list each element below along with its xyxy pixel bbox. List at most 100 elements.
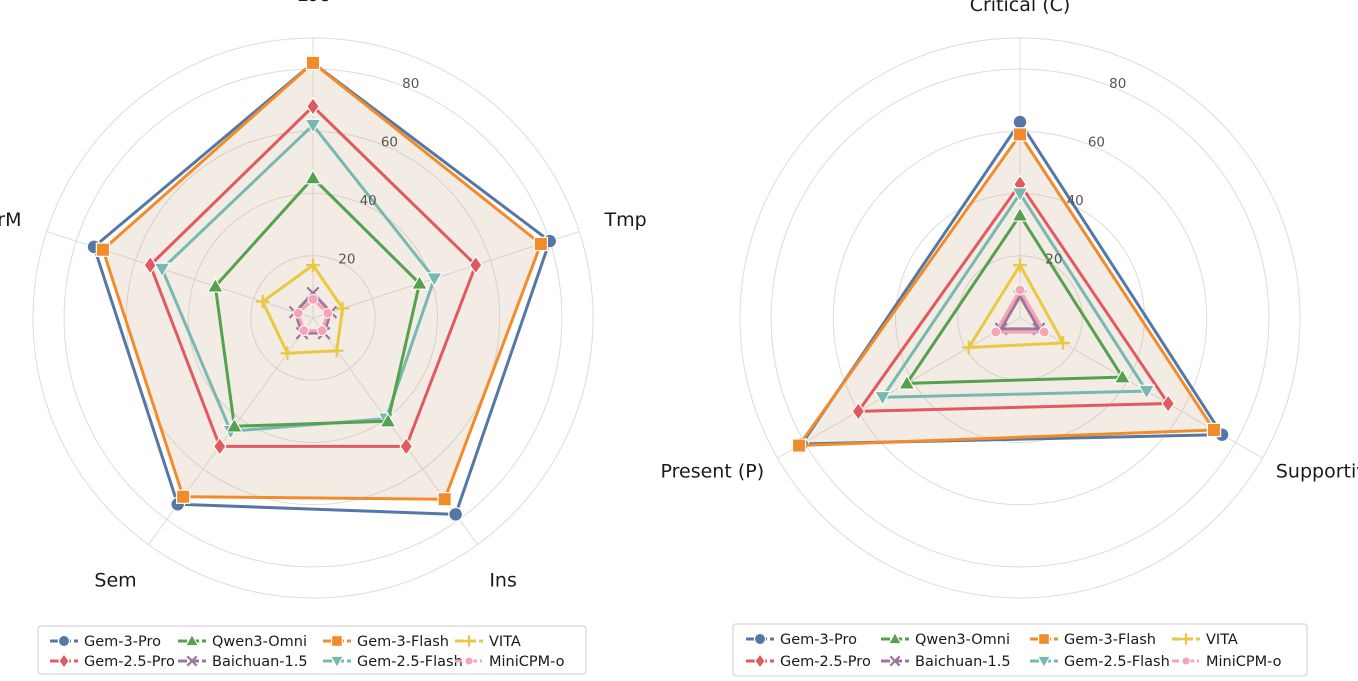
tick-label-40: 40 [1067, 193, 1084, 209]
spoke-line [312, 317, 478, 545]
legend-item-gem-3-flash: Gem-3-Flash [323, 634, 449, 650]
series-line [905, 213, 1124, 385]
series-line [101, 61, 543, 501]
tick-label-20: 20 [338, 252, 355, 268]
legend-marker [1036, 655, 1052, 669]
axis-label-ins: Ins [489, 569, 517, 591]
tick-label-60: 60 [381, 135, 398, 151]
data-point-gem-2-5-pro-tmp [468, 255, 483, 275]
axis-label-tmp: Tmp [603, 209, 646, 231]
data-point-vita-critical-c [1013, 258, 1027, 272]
data-point-minicpm-o-present-p [990, 326, 1002, 338]
series-line [92, 61, 552, 516]
data-point-vita-present-p [961, 340, 976, 355]
legend-item-gem-2-5-flash: Gem-2.5-Flash [1030, 654, 1170, 670]
legend-label: Gem-2.5-Pro [780, 654, 871, 670]
data-point-gem-2-5-flash-tmp [425, 272, 443, 288]
data-point-gem-2-5-flash-present-p [873, 391, 892, 407]
tick-label-20: 20 [1045, 252, 1062, 268]
legend-marker [889, 655, 901, 667]
series-gem-3-flash [791, 127, 1222, 453]
data-point-gem-3-pro-critical-c [1012, 114, 1028, 130]
data-point-gem-2-5-pro-present-p [851, 401, 866, 421]
data-point-gem-2-5-flash-loc [304, 118, 322, 134]
legend-label: Gem-2.5-Flash [357, 654, 463, 670]
data-point-qwen3-omni-present-p [898, 374, 916, 390]
data-point-minicpm-o-critical-c [1014, 284, 1026, 296]
data-point-gem-2-5-pro-sem [212, 436, 227, 456]
data-point-qwen3-omni-sem [225, 417, 244, 433]
legend-marker [186, 655, 198, 667]
legend-label: Qwen3-Omni [915, 632, 1010, 648]
series-qwen3-omni [898, 206, 1132, 390]
tick-label-80: 80 [1109, 76, 1126, 92]
series-vita [255, 258, 350, 361]
axis-label-critical-c: Critical (C) [970, 0, 1071, 16]
data-point-gem-2-5-flash-crm [153, 262, 171, 278]
data-point-gem-2-5-flash-supportive-s [1137, 384, 1156, 400]
area-fill [799, 134, 1214, 446]
data-point-minicpm-o-loc [307, 293, 319, 305]
data-point-vita-tmp [335, 301, 350, 316]
data-point-vita-sem [280, 346, 295, 361]
series-vita [961, 258, 1070, 355]
legend-label: Gem-3-Flash [1064, 632, 1156, 648]
legend-item-gem-2-5-pro: Gem-2.5-Pro [746, 652, 871, 670]
data-point-minicpm-o-crm [292, 307, 304, 319]
data-point-gem-2-5-pro-loc [306, 96, 320, 117]
series-gem-3-flash [95, 55, 549, 507]
data-point-qwen3-omni-ins [379, 412, 397, 428]
series-line [261, 263, 345, 355]
legend-label: Qwen3-Omni [212, 634, 307, 650]
data-point-gem-3-flash-tmp [533, 236, 549, 252]
data-point-gem-3-flash-critical-c [1012, 127, 1028, 142]
series-line [856, 182, 1170, 413]
legend-label: MiniCPM-o [1206, 654, 1282, 670]
data-point-qwen3-omni-loc [304, 169, 322, 185]
legend-marker [184, 633, 200, 647]
series-line [994, 288, 1046, 334]
data-point-minicpm-o-supportive-s [1038, 326, 1050, 338]
legend-label: Gem-3-Flash [357, 634, 449, 650]
data-point-gem-2-5-pro-crm [143, 255, 158, 275]
legend: Gem-3-Pro Gem-2.5-Pro Qwen3-Omni Baichuan-1… [37, 625, 587, 675]
legend-item-minicpm-o: MiniCPM-o [455, 654, 565, 670]
legend-marker [464, 656, 474, 666]
legend-marker [1181, 656, 1191, 666]
series-gem-3-pro [86, 55, 558, 522]
data-point-gem-3-flash-sem [175, 489, 191, 504]
data-point-minicpm-o-tmp [322, 307, 334, 319]
tick-label-60: 60 [1088, 135, 1105, 151]
data-point-gem-3-flash-supportive-s [1206, 422, 1222, 438]
legend-marker [1037, 632, 1050, 645]
axis-label-supportive-s: Supportive (S) [1276, 461, 1358, 483]
legend-label: Gem-2.5-Flash [1064, 654, 1170, 670]
data-point-gem-3-flash-present-p [791, 438, 807, 453]
legend: Gem-3-Pro Gem-2.5-Pro Qwen3-Omni Baichuan-1… [732, 623, 1308, 677]
series-gem-2-5-flash [873, 187, 1156, 407]
legend-label: Gem-2.5-Pro [84, 654, 175, 670]
data-point-vita-crm [255, 294, 270, 309]
legend-label: MiniCPM-o [489, 654, 565, 670]
series-line [148, 104, 478, 448]
data-point-vita-loc [306, 258, 320, 272]
legend-marker [58, 652, 70, 670]
legend-marker [57, 634, 71, 648]
legend-item-qwen3-omni: Qwen3-Omni [178, 633, 307, 650]
data-point-gem-3-flash-crm [95, 242, 111, 257]
series-line [881, 192, 1149, 399]
series-line [967, 263, 1065, 350]
axis-label-sem: Sem [94, 569, 136, 591]
series-line [797, 132, 1216, 448]
legend-item-minicpm-o: MiniCPM-o [1172, 654, 1282, 670]
axis-label-loc: Loc [297, 0, 329, 6]
legend-label: VITA [489, 634, 521, 650]
data-point-vita-supportive-s [1056, 336, 1070, 350]
series-line [999, 294, 1041, 331]
legend-item-baichuan-1-5: Baichuan-1.5 [178, 654, 308, 670]
legend-label: Baichuan-1.5 [915, 654, 1011, 670]
legend-label: Gem-3-Pro [780, 632, 857, 648]
tick-label-40: 40 [360, 193, 377, 209]
series-gem-2-5-pro [143, 96, 483, 456]
